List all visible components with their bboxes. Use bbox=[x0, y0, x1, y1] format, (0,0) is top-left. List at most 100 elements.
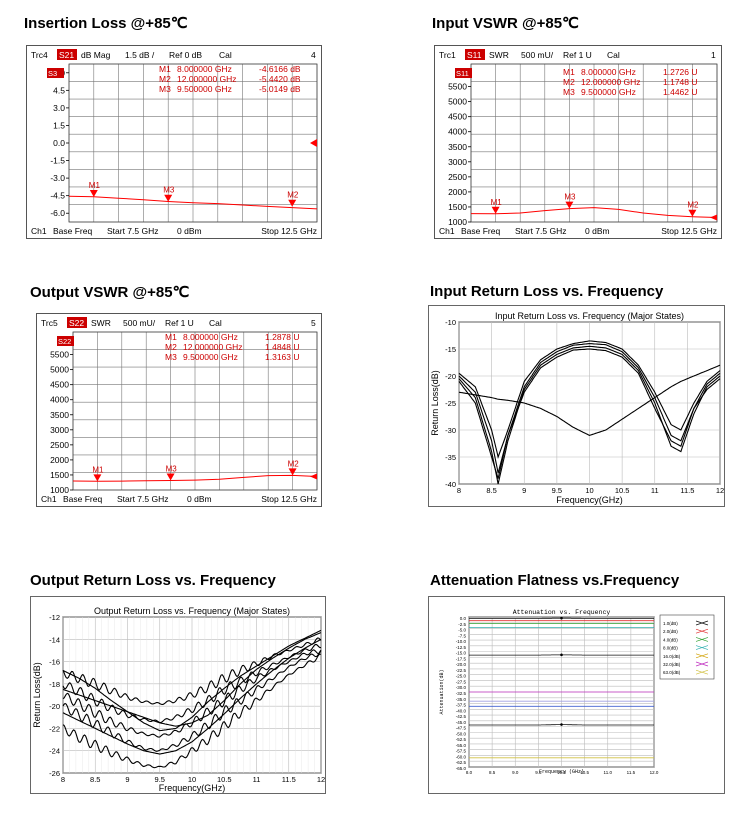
x-axis-label: Frequency(GHz) bbox=[159, 783, 226, 793]
x-tick-label: 10.0 bbox=[557, 770, 566, 775]
y-tick-label: -47.5 bbox=[456, 726, 467, 731]
x-tick-label: 10 bbox=[585, 486, 593, 495]
param-badge: S21 bbox=[59, 50, 74, 60]
x-tick-label: 8.0 bbox=[466, 770, 473, 775]
series-line-0 bbox=[458, 340, 721, 459]
y-tick-label: -35.0 bbox=[456, 697, 467, 702]
marker-table-value: 1.4848 U bbox=[265, 342, 300, 352]
y-tick-label: -42.5 bbox=[456, 714, 467, 719]
output-return-loss-chart: 8 8.5 9 9.5 10 10.5 11 11.5 12 -12 -14 -16 -18 -20 -22… bbox=[30, 596, 326, 794]
x-tick-label: 9 bbox=[522, 486, 526, 495]
side-badge-bg bbox=[455, 68, 472, 78]
y-tick-label: -17.5 bbox=[456, 656, 467, 661]
x-tick-label: 9.5 bbox=[535, 770, 542, 775]
footer-stop: Stop 12.5 GHz bbox=[261, 226, 317, 236]
marker-table-value: 1.2726 U bbox=[663, 67, 698, 77]
footer-start: Start 7.5 GHz bbox=[117, 494, 169, 504]
y-tick-label: -3.0 bbox=[50, 173, 65, 183]
x-tick-label: 8.5 bbox=[90, 775, 100, 784]
x-tick-label: 12.0 bbox=[650, 770, 659, 775]
y-tick-label: -24 bbox=[49, 747, 60, 756]
y-tick-label: -10.0 bbox=[456, 639, 467, 644]
x-tick-label: 11 bbox=[253, 775, 261, 784]
y-tick-label: -12.5 bbox=[456, 645, 467, 650]
vna-svg: Trc5 S22 SWR 500 mU/Ref 1 U Cal 5550050004500… bbox=[41, 317, 318, 504]
panel-title-output-vswr: Output VSWR @+85℃ bbox=[30, 284, 190, 301]
marker-label: M1 bbox=[491, 198, 503, 207]
y-tick-label: -45.0 bbox=[456, 720, 467, 725]
legend-label: 63.0(dB) bbox=[663, 670, 681, 675]
marker-table-freq: 12.000000 GHz bbox=[581, 77, 641, 87]
legend-swatch bbox=[695, 669, 709, 675]
marker-table-name: M2 bbox=[165, 342, 177, 352]
marker-table-name: M2 bbox=[563, 77, 575, 87]
x-axis-label: Frequency (GHz) bbox=[539, 769, 584, 775]
y-tick-label: 4000 bbox=[50, 395, 69, 405]
panel-title-input-return-loss: Input Return Loss vs. Frequency bbox=[430, 283, 664, 300]
y-tick-label: -16 bbox=[49, 658, 60, 667]
y-tick-label: 1000 bbox=[448, 217, 467, 227]
trace-line bbox=[68, 195, 318, 210]
x-tick-label: 11 bbox=[651, 486, 659, 495]
panel-title-insertion-loss: Insertion Loss @+85℃ bbox=[24, 15, 188, 32]
marker-m2 bbox=[688, 209, 697, 217]
legend-swatch bbox=[695, 645, 709, 650]
series-line-3 bbox=[458, 348, 721, 479]
series-line-5 bbox=[62, 629, 322, 732]
y-tick-label: -27.5 bbox=[456, 679, 467, 684]
legend-label: 2.0(dB) bbox=[663, 629, 678, 634]
cal-label: Cal bbox=[219, 50, 232, 60]
marker-m3 bbox=[565, 201, 574, 209]
y-tick-label: 2500 bbox=[448, 172, 467, 182]
x-tick-label: 8.5 bbox=[486, 486, 496, 495]
y-tick-label: -62.5 bbox=[456, 760, 467, 765]
y-tick-label: -37.5 bbox=[456, 703, 467, 708]
trace-id: Trc1 bbox=[439, 50, 456, 60]
x-tick-label: 8 bbox=[457, 486, 461, 495]
marker-label: M2 bbox=[287, 191, 299, 200]
x-tick-label: 9.5 bbox=[155, 775, 165, 784]
vna-svg: Trc1 S11 SWR 500 mU/Ref 1 U Cal 1550050004500… bbox=[439, 49, 718, 236]
marker-table-name: M1 bbox=[165, 332, 177, 342]
chart-title: Input Return Loss vs. Frequency (Major S… bbox=[495, 311, 684, 321]
trace-end-arrow bbox=[310, 473, 317, 480]
y-tick-label: 3000 bbox=[448, 157, 467, 167]
marker-table-value: 1.4462 U bbox=[663, 87, 698, 97]
marker-table-value: -5.4420 dB bbox=[259, 74, 301, 84]
format-label: SWR bbox=[489, 50, 509, 60]
footer-base: Base Freq bbox=[63, 494, 102, 504]
marker-table-freq: 8.000000 GHz bbox=[183, 332, 238, 342]
plot-frame bbox=[470, 63, 718, 223]
legend-label: 16.0(dB) bbox=[663, 654, 681, 659]
marker-m3 bbox=[164, 194, 173, 202]
marker-m1 bbox=[93, 474, 102, 482]
series-point bbox=[560, 723, 563, 726]
trace-id: Trc4 bbox=[31, 50, 48, 60]
y-tick-label: 2500 bbox=[50, 440, 69, 450]
format-label: SWR bbox=[91, 318, 111, 328]
x-tick-label: 11.5 bbox=[627, 770, 636, 775]
ref-label: Ref 1 U bbox=[563, 50, 592, 60]
attenuation-flatness-chart: 8.0 8.5 9.0 9.5 10.0 10.5 11.0 11.5 12.0 0.0 -2.5-… bbox=[428, 596, 725, 794]
y-tick-label: -65.0 bbox=[456, 766, 467, 771]
marker-table-freq: 8.000000 GHz bbox=[177, 64, 232, 74]
format-label: dB Mag bbox=[81, 50, 111, 60]
series-line-1 bbox=[458, 343, 721, 474]
y-tick-label: -32.5 bbox=[456, 691, 467, 696]
legend-swatch bbox=[695, 628, 709, 634]
marker-label: M3 bbox=[163, 186, 175, 195]
y-tick-label: -22.5 bbox=[456, 668, 467, 673]
ref-level-arrow bbox=[310, 139, 317, 147]
y-tick-label: 2000 bbox=[50, 455, 69, 465]
marker-table-freq: 12.000000 GHz bbox=[183, 342, 243, 352]
trace-id: Trc5 bbox=[41, 318, 58, 328]
x-tick-label: 9.0 bbox=[512, 770, 519, 775]
footer-base: Base Freq bbox=[461, 226, 500, 236]
y-tick-label: -20 bbox=[445, 372, 456, 381]
trace-number: 1 bbox=[711, 50, 716, 60]
footer-base: Base Freq bbox=[53, 226, 92, 236]
side-badge-bg bbox=[57, 336, 74, 346]
y-tick-label: 1500 bbox=[448, 202, 467, 212]
marker-label: M1 bbox=[92, 465, 104, 474]
